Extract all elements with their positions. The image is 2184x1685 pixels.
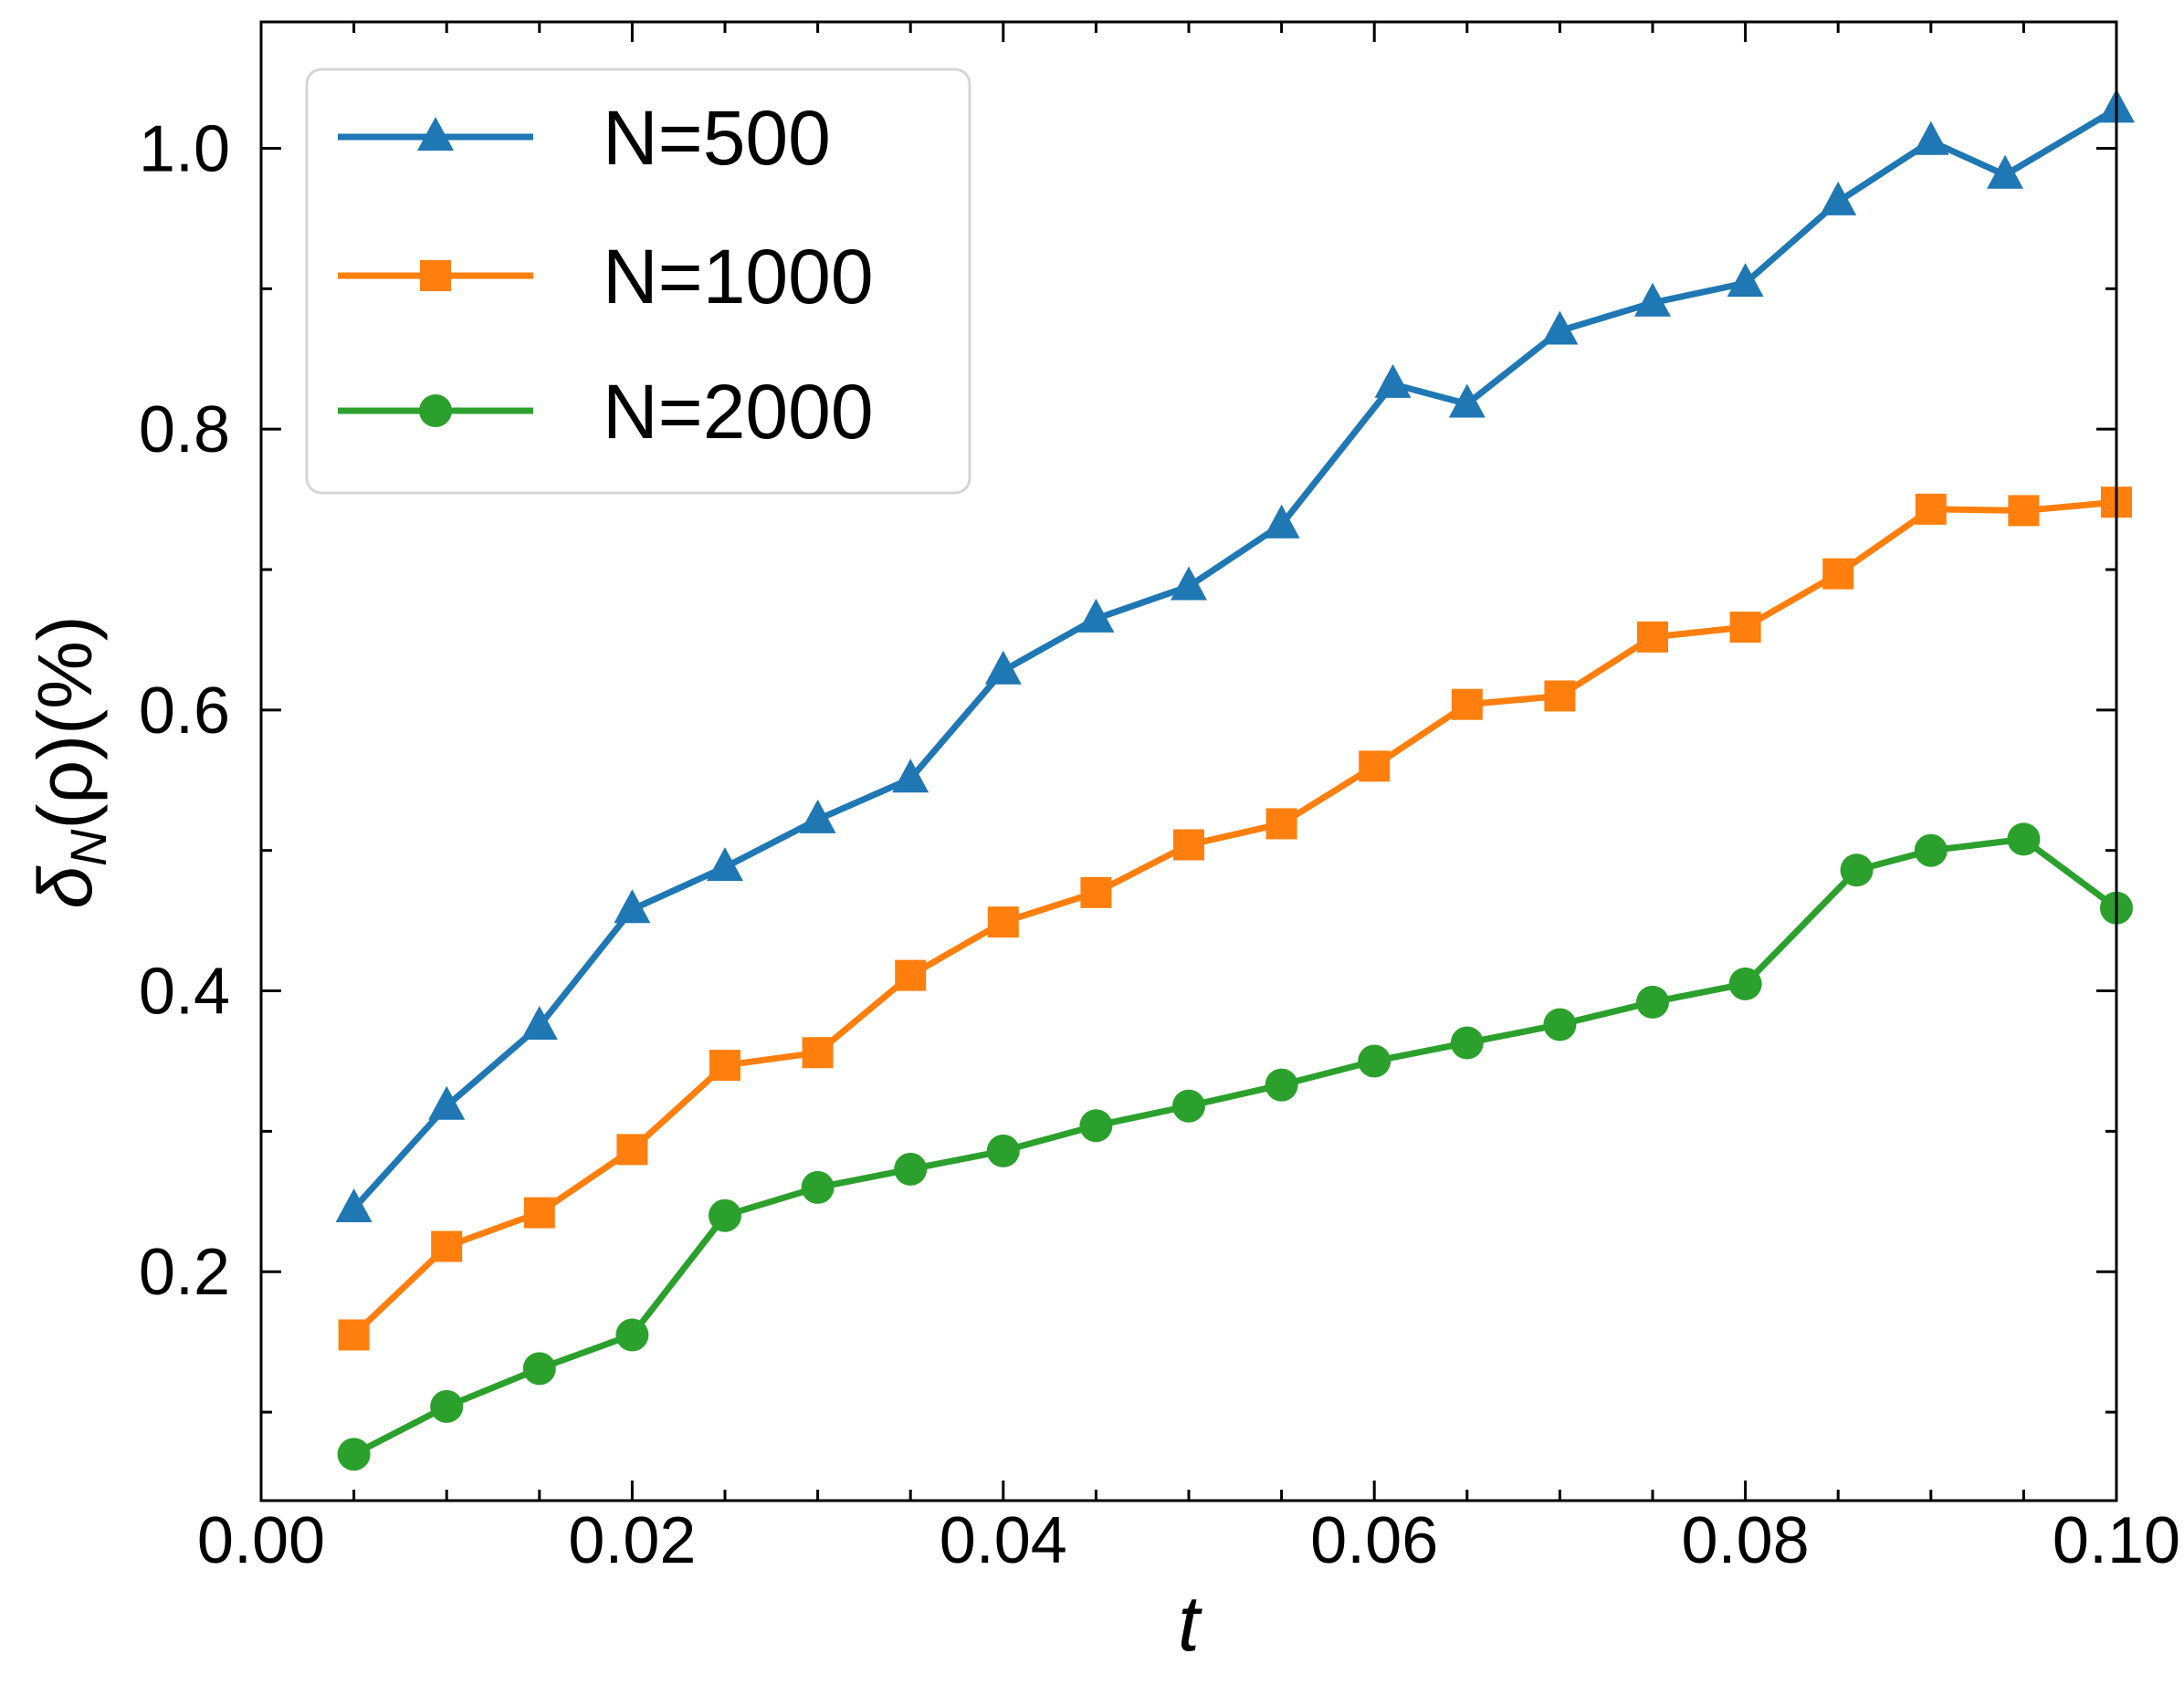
legend-item: N=500 [338, 95, 831, 181]
x-axis-title: t [1178, 1580, 1202, 1668]
plot-frame [259, 20, 2118, 1502]
data-point [1171, 566, 1207, 601]
data-point [709, 1198, 741, 1232]
x-tick-label: 0.08 [1682, 1504, 1810, 1577]
data-point [522, 1352, 556, 1386]
data-point [1820, 181, 1857, 215]
data-point [1912, 120, 1949, 155]
x-tick-label: 0.02 [568, 1504, 696, 1577]
data-point [616, 1134, 648, 1166]
data-point [2008, 495, 2040, 527]
data-point [1544, 680, 1576, 712]
data-point [1636, 985, 1669, 1019]
data-point [984, 650, 1022, 685]
series-line [352, 835, 2119, 1458]
data-point [1359, 750, 1391, 782]
data-point [709, 1050, 740, 1082]
data-point [1729, 612, 1761, 644]
data-point [614, 889, 651, 924]
data-point [895, 959, 927, 991]
data-point [1637, 621, 1668, 653]
data-point [1914, 833, 1948, 867]
legend-marker [419, 394, 452, 427]
data-point [2007, 822, 2041, 856]
data-point [430, 1389, 464, 1423]
data-point [1079, 1109, 1113, 1143]
data-point [1173, 829, 1204, 861]
data-point [986, 1134, 1020, 1167]
series-N=2000 [337, 822, 2133, 1471]
ticks-layer: 0.00 0.02 0.04 0.06 0.08 0.10 0.2 0.4 0.6 0.8 1.0 [139, 22, 2180, 1577]
data-point [1915, 493, 1947, 525]
legend-label: N=2000 [603, 369, 874, 455]
y-tick-label: 0.8 [139, 393, 230, 466]
y-tick-label: 0.2 [139, 1236, 230, 1309]
y-tick-label: 1.0 [139, 112, 230, 185]
data-point [892, 759, 929, 793]
legend: N=500 N=1000 N=2000 [305, 68, 971, 495]
series-N=500 [335, 89, 2135, 1222]
y-axis-title-symbol: δ [22, 865, 108, 909]
data-point [337, 1438, 371, 1471]
data-point [1450, 1026, 1484, 1060]
data-point [1987, 154, 2024, 189]
data-point [1448, 383, 1486, 418]
data-point [1080, 876, 1112, 908]
data-point [1541, 310, 1579, 345]
x-tick-label: 0.00 [197, 1504, 325, 1577]
data-point [1358, 1044, 1391, 1078]
data-point [1077, 598, 1115, 633]
data-point [1374, 363, 1412, 398]
data-point [1172, 1089, 1205, 1123]
data-point [523, 1197, 555, 1229]
data-point [615, 1318, 649, 1352]
series-layer [335, 89, 2135, 1471]
data-point [894, 1152, 928, 1186]
data-point [799, 799, 836, 833]
data-point [1634, 282, 1671, 317]
data-point [1822, 558, 1854, 590]
legend-item: N=1000 [338, 234, 874, 319]
data-point [987, 906, 1019, 938]
y-axis-title-subscript: N [59, 829, 117, 866]
data-point [1727, 263, 1764, 298]
data-point [1265, 1068, 1298, 1102]
data-point [1543, 1008, 1577, 1041]
data-point [338, 1319, 370, 1351]
data-point [801, 1170, 835, 1204]
data-point [1451, 688, 1483, 720]
y-tick-label: 0.4 [139, 956, 230, 1029]
y-tick-label: 0.6 [139, 675, 230, 748]
data-point [1840, 853, 1874, 887]
legend-label: N=1000 [603, 234, 874, 319]
data-point [707, 847, 743, 882]
legend-items: N=500 N=1000 N=2000 [338, 95, 874, 455]
data-point [520, 1006, 558, 1040]
data-point [335, 1188, 373, 1222]
legend-item: N=2000 [338, 369, 874, 455]
legend-label: N=500 [603, 95, 831, 181]
legend-marker [420, 260, 451, 291]
y-axis-title-rest: (ρ)(%) [22, 615, 108, 829]
legend-marker [417, 117, 454, 151]
series-N=1000 [338, 487, 2132, 1351]
data-point [431, 1230, 463, 1262]
data-point [802, 1037, 834, 1069]
x-tick-label: 0.04 [940, 1504, 1067, 1577]
legend-box [305, 68, 971, 495]
data-point [1728, 967, 1762, 1000]
x-tick-label: 0.06 [1310, 1504, 1438, 1577]
y-axis-title: δN(ρ)(%) [22, 615, 117, 909]
x-tick-label: 0.10 [2053, 1504, 2180, 1577]
data-point [1263, 504, 1300, 539]
data-point [428, 1085, 466, 1120]
data-point [1265, 808, 1297, 840]
